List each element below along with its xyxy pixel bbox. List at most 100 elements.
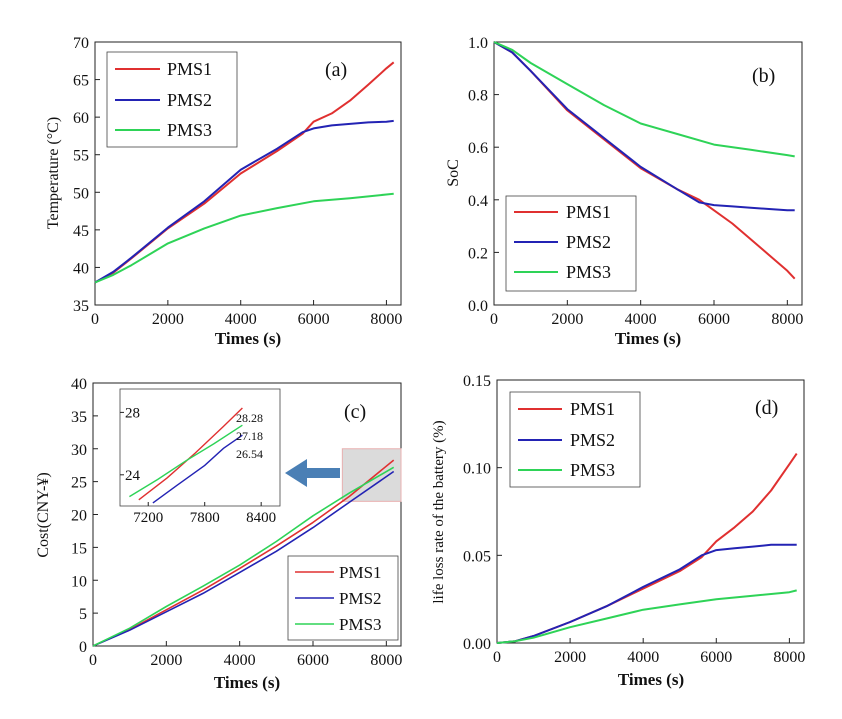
panel-a-legend-label-pms2: PMS2	[167, 90, 212, 110]
panel-b-xtick-label: 8000	[771, 311, 803, 328]
panel-d-label: (d)	[755, 397, 778, 419]
panel-c-inset-line-pms3	[129, 424, 243, 498]
panel-c-inset-xtick-label: 7200	[133, 510, 163, 526]
panel-a-ytick-label: 45	[73, 223, 89, 240]
panel-b-label: (b)	[752, 65, 775, 87]
panel-a-xtick-label: 8000	[370, 311, 402, 328]
panel-c-inset-line-pms2	[152, 434, 243, 504]
panel-c-line-pms3	[92, 466, 395, 647]
panel-d-xtick-label: 6000	[700, 649, 732, 666]
panel-a-ytick-label: 60	[73, 110, 89, 127]
panel-c-inset-xtick-label: 7800	[190, 510, 220, 526]
panel-c-ytick-label: 15	[71, 540, 87, 557]
panel-d-ytick-label: 0.10	[463, 461, 491, 478]
panel-c-ytick-label: 10	[71, 573, 87, 590]
panel-b-legend-label-pms1: PMS1	[566, 202, 611, 222]
panel-a-xlabel: Times (s)	[215, 329, 281, 348]
panel-d-legend-label-pms2: PMS2	[570, 430, 615, 450]
panel-c-legend-label-pms2: PMS2	[339, 589, 382, 608]
panel-c-ytick-label: 0	[79, 639, 87, 656]
panel-a-ytick-label: 55	[73, 148, 89, 165]
panel-a-xtick-label: 4000	[225, 311, 257, 328]
panel-b-line-pms3	[493, 41, 795, 158]
panel-b-xtick-label: 6000	[698, 311, 730, 328]
panel-c-inset-ytick-label: 28	[125, 405, 140, 421]
panel-b-line-pms2	[493, 41, 795, 212]
panel-c-inset-end-label-pms1: 28.28	[236, 411, 263, 425]
panel-a-xtick-label: 0	[91, 311, 99, 328]
panel-b-ylabel: SoC	[445, 159, 462, 187]
panel-c-highlight-region	[341, 448, 402, 502]
panel-c-xtick-label: 8000	[370, 652, 402, 669]
panel-c-inset-line-pms1	[138, 407, 243, 501]
panel-d-xtick-label: 0	[493, 649, 501, 666]
panel-a-ytick-label: 70	[73, 35, 89, 52]
panel-d-line-pms2	[496, 543, 797, 644]
arrow-icon	[285, 459, 340, 487]
panel-c-inset-end-label-pms2: 26.54	[236, 447, 263, 461]
panel-c-line-pms1	[92, 459, 395, 647]
panel-c-line-pms2	[92, 470, 395, 647]
panel-b-legend-label-pms3: PMS3	[566, 262, 611, 282]
panel-d-legend-label-pms3: PMS3	[570, 460, 615, 480]
panel-c-ytick-label: 20	[71, 508, 87, 525]
panel-c-inset: 7200 7800 8400 24 28 28.28 27.18 26.54	[119, 388, 281, 526]
panel-d-xlabel: Times (s)	[618, 670, 684, 689]
panel-c-legend-label-pms3: PMS3	[339, 615, 382, 634]
panel-b-ytick-label: 0.0	[468, 298, 488, 315]
panel-a-xtick-label: 6000	[298, 311, 330, 328]
panel-c-xtick-label: 2000	[150, 652, 182, 669]
arrow-head	[285, 459, 307, 487]
panel-b-ytick-label: 1.0	[468, 35, 488, 52]
panel-b-xtick-label: 2000	[551, 311, 583, 328]
panel-a-legend: PMS1 PMS2 PMS3	[106, 51, 238, 148]
panel-a-xtick-label: 2000	[152, 311, 184, 328]
arrow-shaft	[305, 468, 340, 478]
panel-b-ytick-label: 0.8	[468, 88, 488, 105]
panel-c-ytick-label: 5	[79, 606, 87, 623]
panel-a-ytick-label: 35	[73, 298, 89, 315]
panel-a-ytick-label: 65	[73, 73, 89, 90]
panel-c-ytick-label: 25	[71, 475, 87, 492]
panel-d-xtick-label: 4000	[627, 649, 659, 666]
panel-a-line-pms3	[94, 192, 394, 284]
panel-d: 0 2000 4000 6000 8000 0.00 0.05 0.10 0.15 PMS1 P…	[431, 373, 805, 689]
panel-c-ytick-label: 30	[71, 442, 87, 459]
panel-a-ylabel: Temperature (°C)	[45, 117, 62, 229]
panel-a-legend-label-pms3: PMS3	[167, 120, 212, 140]
panel-c-xtick-label: 4000	[224, 652, 256, 669]
panel-c-inset-end-label-pms3: 27.18	[236, 429, 263, 443]
panel-c-legend: PMS1 PMS2 PMS3	[287, 555, 399, 641]
panel-b-legend-label-pms2: PMS2	[566, 232, 611, 252]
panel-a: 0 2000 4000 6000 8000 35 40 45 50 55 60 65 70 PMS1 P…	[45, 35, 402, 348]
panel-c-ylabel: Cost(CNY-¥)	[35, 472, 52, 557]
panel-d-ylabel: life loss rate of the battery (%)	[431, 420, 447, 603]
panel-c-ytick-label: 35	[71, 409, 87, 426]
panel-a-line-pms2	[94, 119, 394, 284]
panel-c-xtick-label: 0	[89, 652, 97, 669]
panel-a-label: (a)	[325, 59, 347, 81]
panel-c-legend-label-pms1: PMS1	[339, 563, 382, 582]
panel-d-ytick-label: 0.15	[463, 373, 491, 390]
panel-c-xtick-label: 6000	[297, 652, 329, 669]
panel-d-line-pms3	[496, 589, 797, 644]
panel-d-xtick-label: 8000	[773, 649, 805, 666]
panel-c: 0 2000 4000 6000 8000 0 5 10 15 20 25 30 35 40 PMS1 P…	[35, 376, 402, 692]
panel-a-ytick-label: 40	[73, 260, 89, 277]
panel-b-ytick-label: 0.2	[468, 245, 488, 262]
panel-d-legend-label-pms1: PMS1	[570, 399, 615, 419]
panel-b: 0 2000 4000 6000 8000 0.0 0.2 0.4 0.6 0.8 1.0 PMS1…	[445, 35, 803, 348]
panel-b-xlabel: Times (s)	[615, 329, 681, 348]
panel-c-inset-ytick-label: 24	[125, 468, 141, 484]
panel-d-ytick-label: 0.00	[463, 636, 491, 653]
panel-c-label: (c)	[344, 401, 366, 423]
panel-b-ytick-label: 0.6	[468, 140, 488, 157]
panel-b-xtick-label: 4000	[625, 311, 657, 328]
panel-a-ytick-label: 50	[73, 185, 89, 202]
panel-d-legend: PMS1 PMS2 PMS3	[509, 391, 641, 488]
panel-c-ytick-label: 40	[71, 376, 87, 393]
panel-c-inset-xtick-label: 8400	[246, 510, 276, 526]
panel-a-legend-label-pms1: PMS1	[167, 59, 212, 79]
panel-b-legend: PMS1 PMS2 PMS3	[505, 195, 637, 292]
